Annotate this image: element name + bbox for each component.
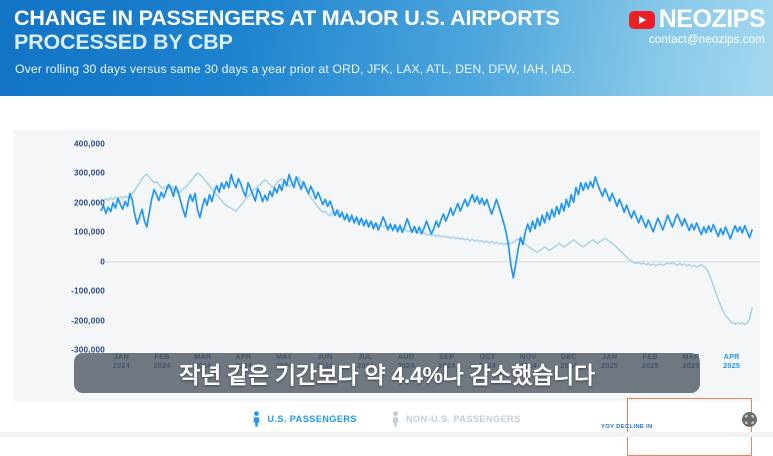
y-axis-labels: 400,000 300,000 200,000 100,000 0 -100,000 -20… (57, 130, 105, 402)
y-axis-tick: -200,000 (71, 316, 105, 326)
y-axis-tick: 200,000 (74, 198, 105, 208)
y-axis-tick: 0 (100, 257, 105, 267)
page-title-line2: PROCESSED BY CBP (14, 30, 233, 54)
footer-strip (0, 432, 773, 437)
annotation-label-line1: YOY DECLINE IN (601, 424, 653, 430)
caption-text: 작년 같은 기간보다 약 4.4%나 감소했습니다 (179, 362, 595, 388)
legend-item-us-passengers[interactable]: U.S. PASSENGERS (252, 411, 357, 427)
brand-row: NEOZIPS (628, 5, 766, 33)
brand-email: contact@neozips.com (648, 33, 765, 46)
chart-legend: U.S. PASSENGERS NON-U.S. PASSENGERS (0, 406, 773, 432)
legend-label-non-us: NON-U.S. PASSENGERS (405, 414, 521, 424)
series-line-non-us (100, 172, 753, 326)
y-axis-tick: -300,000 (71, 345, 105, 355)
fullscreen-icon[interactable] (742, 412, 757, 427)
y-axis-tick: 400,000 (74, 139, 105, 149)
y-axis-tick: 300,000 (74, 168, 105, 178)
caption-background (74, 353, 700, 393)
page-header: CHANGE IN PASSENGERS AT MAJOR U.S. AIRPO… (0, 0, 773, 96)
page-title-line1: CHANGE IN PASSENGERS AT MAJOR U.S. AIRPO… (14, 6, 560, 30)
y-axis-tick: 100,000 (74, 227, 105, 237)
youtube-play-icon (628, 10, 655, 29)
series-line-us (100, 173, 753, 279)
chart-plot-area (100, 172, 760, 326)
page-title: CHANGE IN PASSENGERS AT MAJOR U.S. AIRPO… (14, 6, 634, 54)
person-icon (253, 411, 260, 427)
brand-block: NEOZIPS contact@neozips.com (628, 5, 766, 46)
y-axis-tick: -100,000 (71, 286, 105, 296)
person-icon (392, 411, 399, 427)
page-subtitle: Over rolling 30 days versus same 30 days… (15, 62, 576, 76)
legend-item-non-us-passengers[interactable]: NON-U.S. PASSENGERS (391, 411, 521, 427)
brand-name: NEOZIPS (658, 5, 766, 33)
x-axis-tick: APR 2025 (723, 352, 741, 370)
legend-label-us: U.S. PASSENGERS (267, 414, 357, 424)
